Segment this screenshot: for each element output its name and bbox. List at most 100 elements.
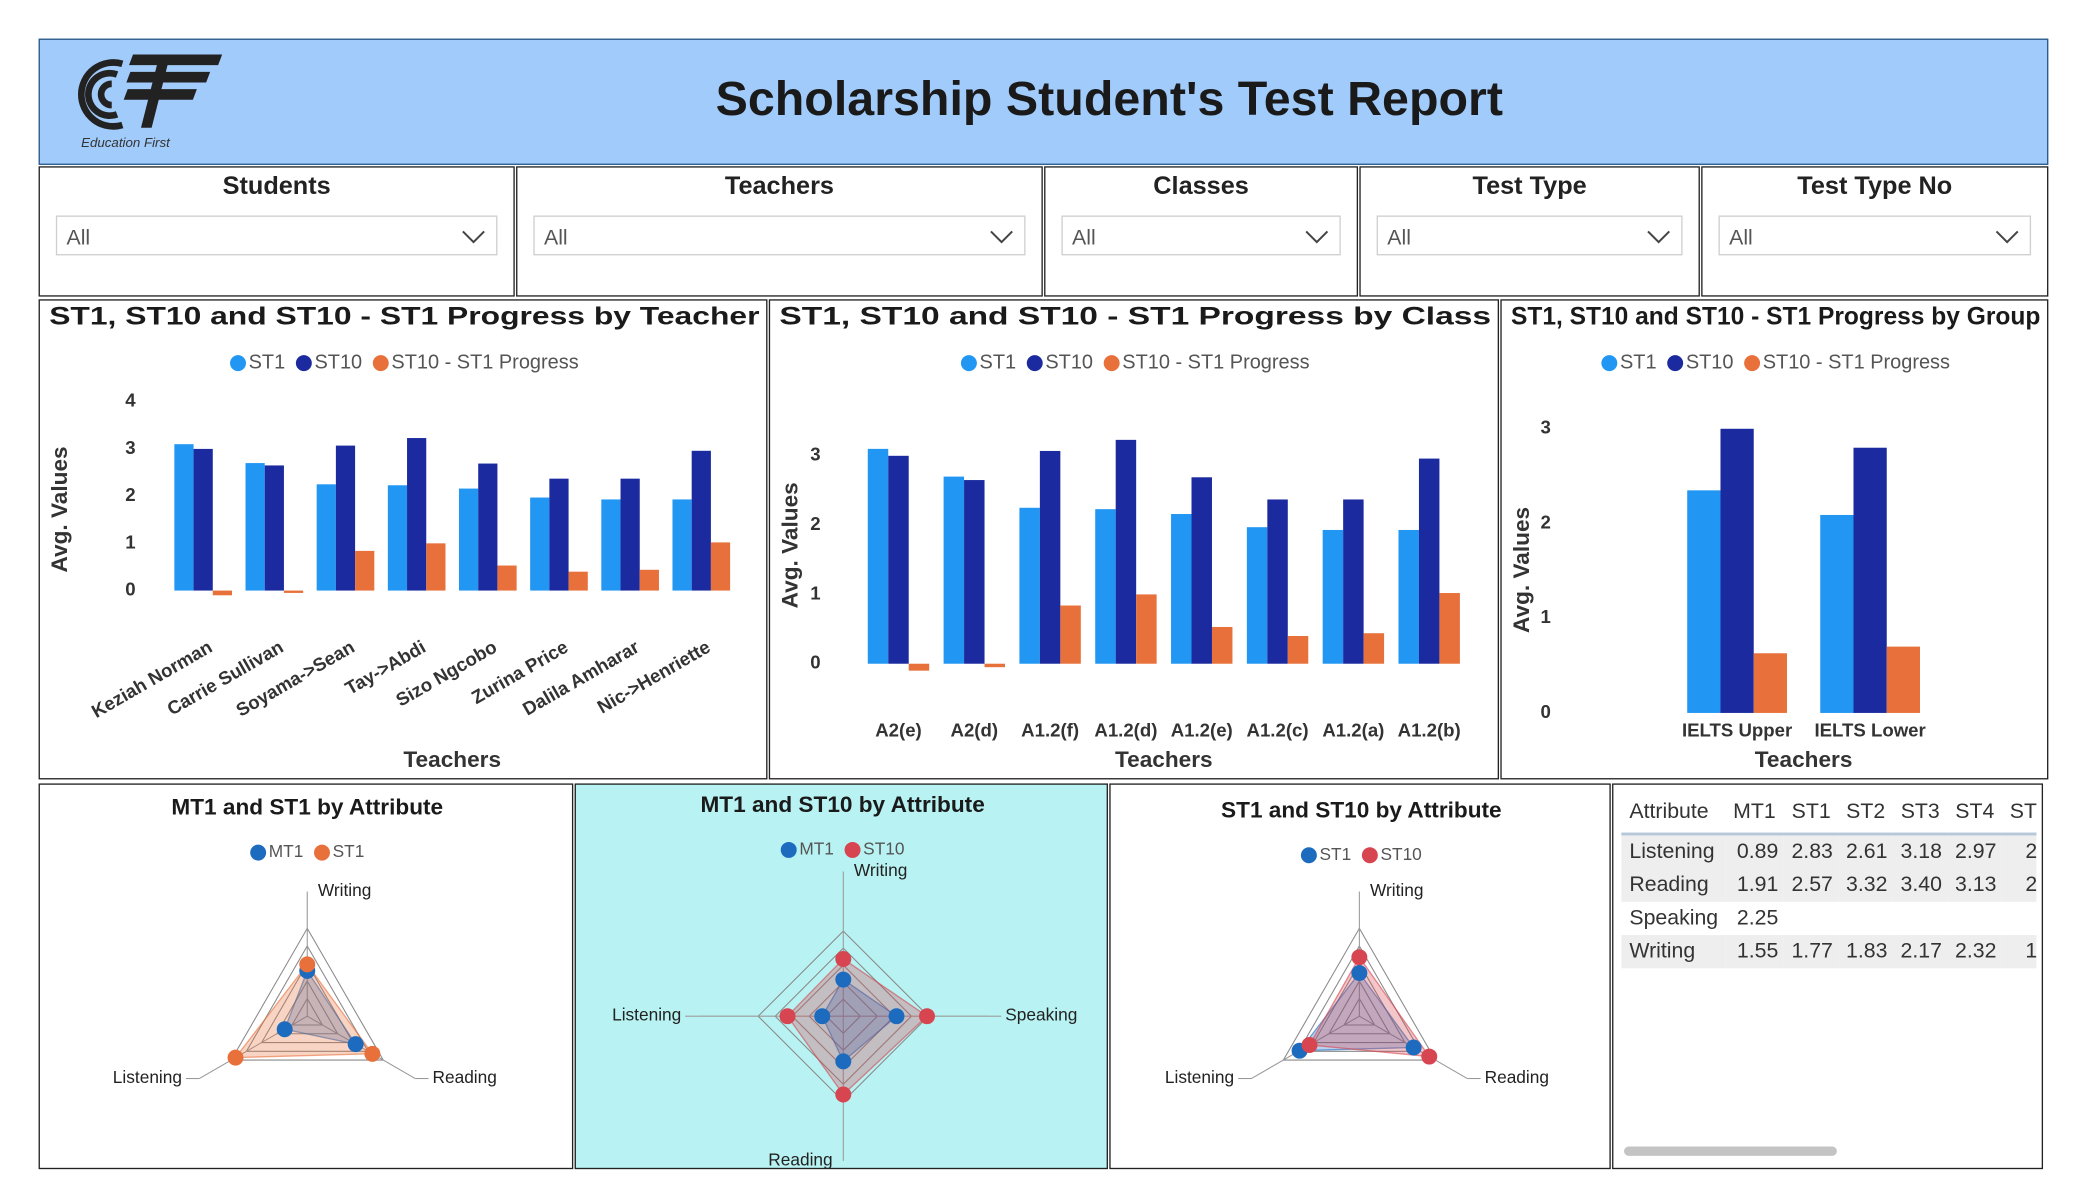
- table-header: AttributeMT1ST1ST2ST3ST4ST5: [1621, 792, 2037, 836]
- x-tick-label: A1.2(e): [1171, 719, 1233, 740]
- radar-point: [835, 971, 852, 988]
- legend-dot: [960, 355, 977, 372]
- y-tick-label: 0: [1541, 701, 1551, 722]
- table-cell: 2.25: [1736, 906, 1779, 930]
- legend: ST1 ST10 ST10 - ST1 Progress: [230, 351, 579, 373]
- chart-title: MT1 and ST1 by Attribute: [171, 795, 443, 820]
- attribute-table: AttributeMT1ST1ST2ST3ST4ST5 Listening0.8…: [1621, 792, 2037, 969]
- column-header: MT1: [1725, 792, 1784, 836]
- logo-bar: [126, 71, 211, 83]
- bar: [601, 499, 621, 591]
- bar: [1720, 428, 1754, 713]
- bar: [549, 478, 569, 591]
- logo-caption: Education First: [81, 135, 171, 150]
- radar-axis-label: Listening: [113, 1067, 182, 1087]
- legend-label: ST10: [314, 351, 362, 373]
- scrollbar[interactable]: [1624, 1146, 1837, 1156]
- x-axis-title: Teachers: [403, 747, 501, 772]
- table-cell: 3.32: [1838, 868, 1893, 902]
- chart-title: ST1, ST10 and ST10 - ST1 Progress by Gro…: [1511, 303, 2040, 331]
- x-tick-label: A1.2(a): [1322, 719, 1384, 740]
- table-cell: [1838, 902, 1893, 935]
- bar: [478, 463, 498, 591]
- y-tick-label: 4: [125, 390, 136, 411]
- chart-panel: ST1, ST10 and ST10 - ST1 Progress by Gro…: [1500, 299, 2049, 780]
- filter-panel: Students All: [38, 166, 515, 297]
- radar-point: [835, 950, 852, 967]
- radar-point: [835, 1053, 852, 1070]
- radar-axis-label: Reading: [1485, 1067, 1549, 1087]
- bar: [639, 569, 659, 591]
- table-cell: [1893, 902, 1948, 935]
- y-axis-title: Avg. Values: [1509, 507, 1534, 633]
- legend-label: ST10: [1686, 351, 1734, 373]
- bar: [426, 543, 446, 591]
- radar-area: [1308, 955, 1431, 1058]
- legend-label: ST1: [333, 841, 365, 861]
- legend-label: ST1: [980, 351, 1017, 373]
- bar: [1853, 447, 1887, 713]
- bar: [1363, 633, 1385, 664]
- radar-point: [1351, 949, 1368, 966]
- column-header: ST1: [1783, 792, 1839, 836]
- chart-title: ST1, ST10 and ST10 - ST1 Progress by Tea…: [49, 303, 759, 331]
- column-header: ST4: [1947, 792, 2002, 836]
- table-cell: 2.97: [1947, 833, 2002, 869]
- table-cell: 1.7: [2001, 935, 2037, 969]
- dropdown[interactable]: All: [55, 215, 498, 256]
- bar: [1886, 646, 1920, 713]
- bar: [530, 497, 550, 591]
- legend-dot: [1300, 847, 1317, 864]
- bar: [691, 450, 711, 591]
- table-cell: 3.18: [1892, 833, 1948, 869]
- table-cell: [2002, 902, 2037, 935]
- bar: [1039, 450, 1061, 664]
- radar-point: [276, 1021, 293, 1038]
- bar: [1060, 605, 1081, 664]
- dropdown[interactable]: All: [1718, 215, 2032, 256]
- y-tick-label: 3: [1541, 417, 1551, 438]
- logo-stem: [140, 54, 171, 128]
- y-tick-label: 2: [1541, 511, 1551, 532]
- radar-ring: [1297, 944, 1422, 1052]
- radar-point: [835, 1086, 852, 1103]
- dropdown[interactable]: All: [533, 215, 1026, 256]
- dropdown-value: All: [1072, 227, 1096, 251]
- x-tick-label: Soyama->Sean: [232, 636, 358, 721]
- dropdown[interactable]: All: [1376, 215, 1683, 256]
- chart-panel: MT1 and ST1 by Attribute MT1 ST1 Writing Rea…: [38, 783, 574, 1170]
- legend-dot: [1667, 355, 1684, 372]
- bar: [1191, 477, 1212, 664]
- table-cell: 1.77: [1783, 935, 1839, 969]
- legend-label: ST1: [1320, 844, 1352, 864]
- legend-dot: [1601, 355, 1618, 372]
- logo-arc: [85, 69, 119, 120]
- filter-panel: Classes All: [1044, 166, 1359, 297]
- chevron: [1305, 230, 1329, 244]
- radar-point: [1351, 965, 1368, 982]
- chart: ST1 and ST10 by Attribute ST1 ST10 Writing R…: [1165, 797, 1549, 1087]
- x-tick-label: IELTS Lower: [1814, 719, 1925, 740]
- radar-point: [299, 956, 316, 973]
- legend: MT1 ST10: [780, 838, 904, 858]
- chart-title: MT1 and ST10 by Attribute: [700, 792, 984, 817]
- radar-axis-label: Listening: [1165, 1067, 1234, 1087]
- legend: ST1 ST10 ST10 - ST1 Progress: [1601, 351, 1950, 373]
- column-header: Attribute: [1621, 792, 1726, 836]
- table-panel: AttributeMT1ST1ST2ST3ST4ST5 Listening0.8…: [1612, 783, 2044, 1170]
- radar-point: [364, 1045, 381, 1062]
- dropdown-value: All: [66, 227, 91, 251]
- x-tick-label: A1.2(b): [1398, 719, 1461, 740]
- dropdown[interactable]: All: [1061, 215, 1341, 256]
- chevron-line: [1305, 230, 1329, 244]
- table-cell: 3.40: [1892, 868, 1948, 902]
- filter-panel: Teachers All: [516, 166, 1043, 297]
- legend-dot: [250, 844, 267, 861]
- x-tick-label: A1.2(d): [1094, 719, 1157, 740]
- y-tick-label: 2: [125, 484, 135, 505]
- dropdown-value: All: [1387, 227, 1411, 251]
- chart: ST1, ST10 and ST10 - ST1 Progress by Cla…: [777, 303, 1491, 772]
- legend-label: MT1: [269, 841, 304, 861]
- report-title: Scholarship Student's Test Report: [716, 73, 1503, 126]
- y-tick-label: 1: [125, 531, 135, 552]
